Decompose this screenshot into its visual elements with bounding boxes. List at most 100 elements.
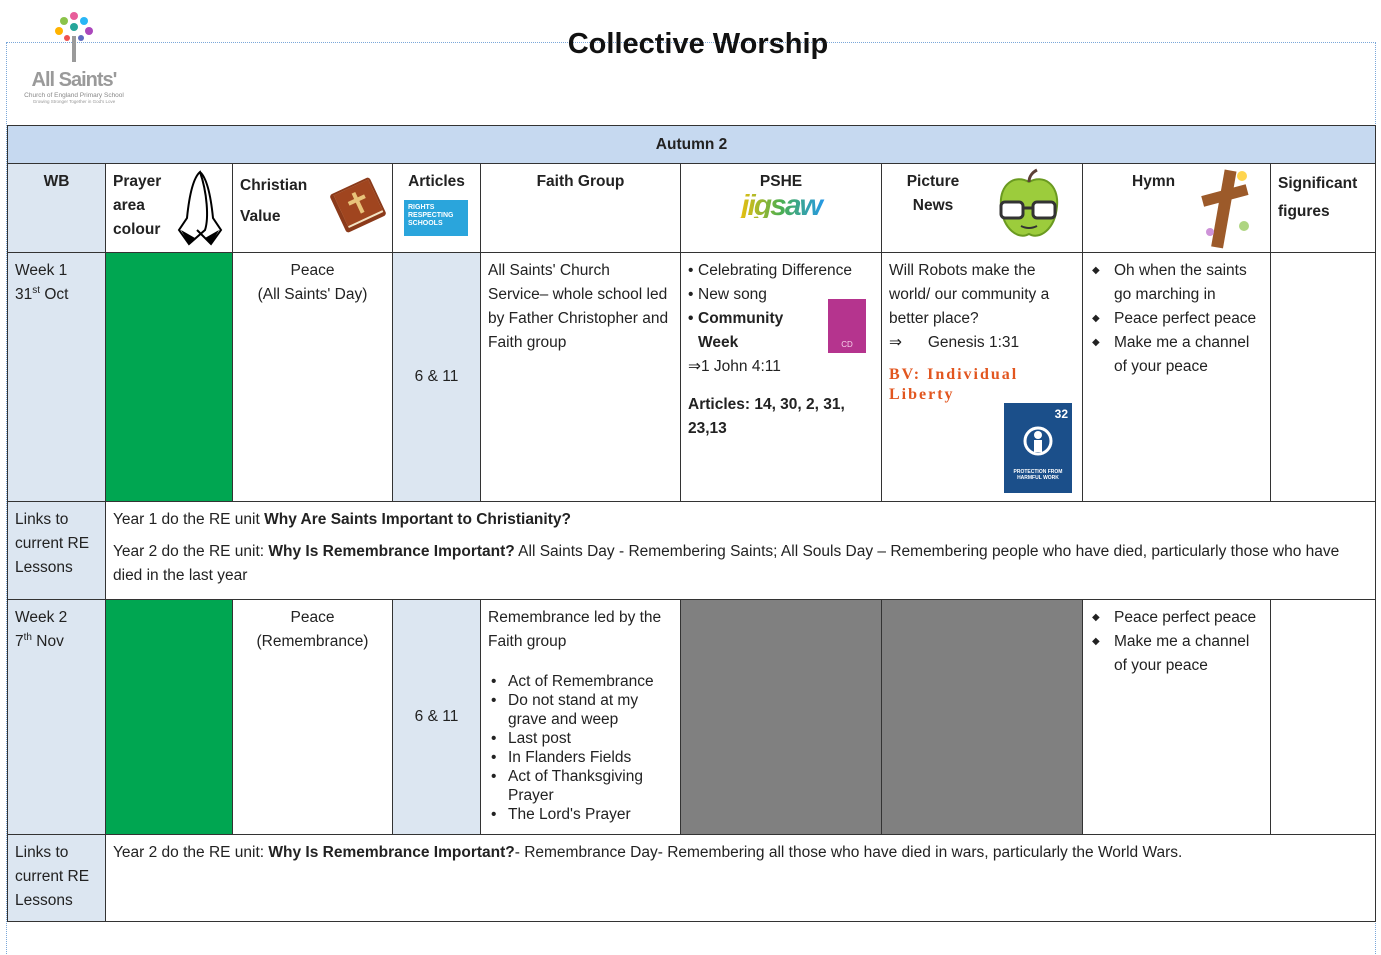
rect-element: [351, 191, 365, 214]
hymn: Make me a channel of your peace: [1090, 331, 1263, 379]
links-unit: Why Is Remembrance Important?: [268, 844, 515, 861]
week-row: Week 2 7th Nov Peace (Remembrance) 6 & 11 …: [7, 599, 1377, 835]
links-row: Links to current RE Lessons Year 2 do th…: [7, 834, 1377, 922]
week-day: 7: [15, 633, 24, 650]
hymn: Peace perfect peace: [1090, 606, 1263, 630]
faith-group: All Saints' Church Service– whole school…: [480, 252, 681, 502]
div-element: Picture News: [889, 168, 1075, 246]
div-element: Christian Value: [240, 170, 386, 246]
page-title: Collective Worship: [567, 28, 829, 60]
cd-label: CD: [841, 340, 853, 349]
circle-element: [55, 27, 63, 35]
faith-group-list: Act of RemembranceDo not stand at my gra…: [488, 672, 673, 824]
faith-group-intro: Remembrance led by the Faith group: [488, 609, 662, 650]
praying-hands-icon: [177, 170, 223, 246]
significant-figures: [1269, 252, 1377, 502]
path-element: [181, 230, 219, 244]
jigsaw-logo: jigsaw: [688, 191, 874, 221]
faith-group-cell: Remembrance led by the Faith group Act o…: [480, 599, 681, 835]
circle-element: [85, 27, 93, 35]
value-note: (All Saints' Day): [257, 286, 368, 303]
rect-element: [1201, 184, 1249, 207]
circle-element: [64, 35, 70, 41]
links-suffix: - Remembrance Day- Remembering all those…: [514, 844, 1183, 861]
column-header: Significant figures: [1269, 163, 1377, 253]
header-row: WB Prayer area colour Christian Value Ar…: [7, 163, 1377, 253]
column-header: Picture News: [906, 173, 960, 214]
picture-news-cell: Will Robots make the world/ our communit…: [881, 252, 1083, 502]
div-element: Prayer area colour: [113, 170, 225, 246]
week-day-suffix: st: [32, 284, 41, 296]
column-header: Faith Group: [480, 163, 681, 253]
week-cell: Week 2 7th Nov: [7, 599, 106, 835]
links-cell: Year 2 do the RE unit: Why Is Remembranc…: [104, 834, 1377, 922]
circle-element: [80, 17, 88, 25]
articles: 6 & 11: [392, 252, 481, 502]
rect-element: [72, 36, 76, 62]
week-day: 31: [15, 286, 33, 303]
logo-motto: Growing Stronger Together in God's Love: [32, 99, 116, 104]
article-badge-text: PROTECTION FROM HARMFUL WORK: [1013, 469, 1063, 481]
logo-name: All Saints': [31, 69, 118, 91]
hymn-cell: Oh when the saints go marching inPeace p…: [1082, 252, 1271, 502]
faith-group-item: Do not stand at my grave and weep: [488, 691, 673, 729]
column-header: Prayer area colour: [113, 173, 162, 238]
links-line: Year 1 do the RE unit Why Are Saints Imp…: [113, 508, 1368, 532]
rect-element: [1211, 169, 1237, 249]
prayer-colour: [105, 252, 233, 502]
faith-group-item: Last post: [488, 729, 673, 748]
article-badge-number: 32: [1054, 407, 1068, 421]
pshe-item: Community Week: [688, 307, 818, 355]
links-row: Links to current RE Lessons Year 1 do th…: [7, 501, 1377, 600]
links-label: Links to current RE Lessons: [7, 501, 106, 600]
logo-tree: [55, 12, 93, 62]
column-header: PSHE: [759, 173, 803, 190]
british-value: BV: Individual Liberty: [889, 366, 1019, 403]
article-badge: 32 PROTECTION FROM HARMFUL WORK: [1004, 403, 1072, 493]
rights-respecting-badge: RIGHTS RESPECTING SCHOOLS: [404, 200, 468, 236]
rect-element: [1031, 200, 1057, 220]
links-cell: Year 1 do the RE unit Why Are Saints Imp…: [104, 501, 1377, 600]
column-header-cell: Prayer area colour: [105, 163, 233, 253]
circle-element: [70, 12, 78, 20]
week-label: Week 1: [15, 262, 68, 279]
rect-element: [347, 194, 366, 206]
circle-element: [78, 35, 84, 41]
column-header-cell: Articles RIGHTS RESPECTING SCHOOLS: [392, 163, 481, 253]
circle-element: [1023, 426, 1053, 456]
value-cell: Peace (Remembrance): [232, 599, 393, 835]
faith-group-item: Act of Thanksgiving Prayer: [488, 767, 673, 805]
column-header: WB: [7, 163, 106, 253]
circle-element: [60, 17, 68, 25]
column-header: Christian Value: [240, 177, 308, 225]
rect-element: [999, 200, 1025, 220]
hymn: Oh when the saints go marching in: [1090, 259, 1263, 307]
term-heading: Autumn 2: [6, 125, 1377, 164]
week-label: Week 2: [15, 609, 68, 626]
faith-group-item: Act of Remembrance: [488, 672, 673, 691]
links-unit: Why Are Saints Important to Christianity…: [264, 511, 571, 528]
rect-element: [1034, 440, 1042, 452]
column-header-cell: Christian Value: [232, 163, 393, 253]
column-header-cell: Picture News: [881, 163, 1083, 253]
faith-group-item: In Flanders Fields: [488, 748, 673, 767]
hymn: Make me a channel of your peace: [1090, 630, 1263, 678]
worship-table: Autumn 2 WB Prayer area colour Christian…: [6, 125, 1377, 922]
circle-element: [1034, 431, 1042, 439]
links-prefix: Year 2 do the RE unit:: [113, 543, 269, 560]
circle-element: [1239, 221, 1249, 231]
circle-element: [70, 23, 78, 31]
pshe-articles: Articles: 14, 30, 2, 31, 23,13: [688, 396, 845, 437]
links-prefix: Year 1 do the RE unit: [113, 511, 265, 528]
tbody-element: Autumn 2 WB Prayer area colour Christian…: [6, 125, 1377, 922]
circle-element: [1237, 171, 1247, 181]
pshe-list: Celebrating DifferenceNew songCommunity …: [688, 259, 874, 355]
circle-element: [1206, 228, 1214, 236]
picture-news-reference: ⇒ Genesis 1:31: [889, 334, 1020, 351]
column-header: Articles: [408, 173, 465, 190]
faith-group-item: The Lord's Prayer: [488, 805, 673, 824]
cd-icon: CD: [828, 299, 866, 353]
christian-value: Peace: [290, 609, 335, 626]
bible-icon: [330, 177, 386, 233]
